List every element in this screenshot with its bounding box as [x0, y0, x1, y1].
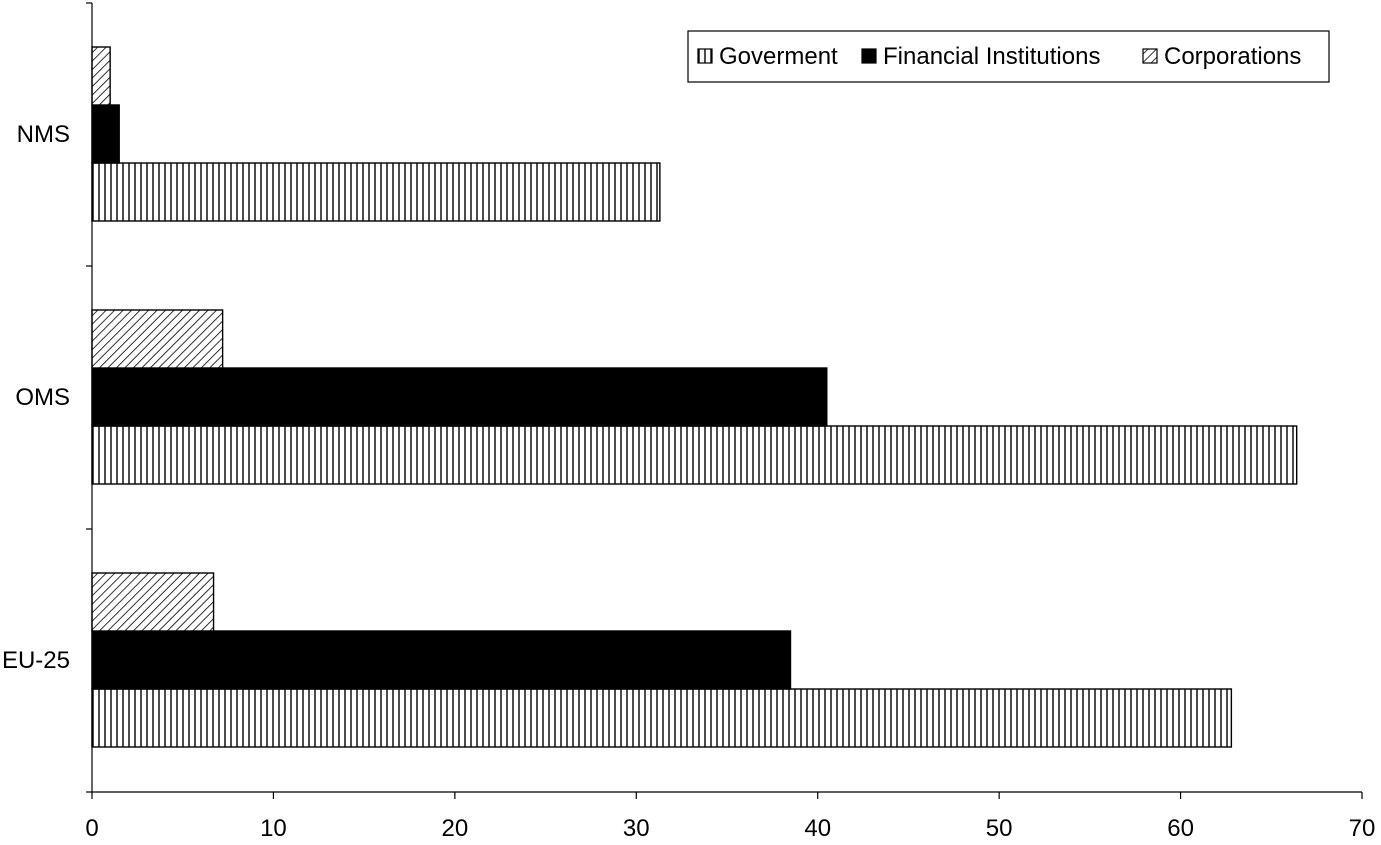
bar-nms-corporations	[91, 46, 111, 106]
bars-group	[91, 46, 1298, 748]
bar-eu-25-financial-institutions	[91, 630, 792, 690]
legend-label-corporations: Corporations	[1164, 43, 1301, 70]
legend-swatch-financial-institutions	[861, 48, 877, 64]
category-label-oms: OMS	[15, 384, 70, 411]
x-tick-label: 50	[986, 815, 1013, 842]
legend: Goverment Financial Institutions Corporati…	[687, 30, 1330, 83]
x-tick-label: 10	[260, 815, 287, 842]
bar-nms-goverment	[91, 162, 661, 222]
legend-swatch-corporations	[1142, 48, 1158, 64]
category-label-nms: NMS	[17, 121, 70, 148]
x-tick-label: 60	[1167, 815, 1194, 842]
bar-oms-goverment	[91, 425, 1298, 485]
legend-label-financial-institutions: Financial Institutions	[883, 43, 1100, 70]
bar-eu-25-goverment	[91, 688, 1233, 748]
x-tick-label: 20	[442, 815, 469, 842]
bar-nms-financial-institutions	[91, 104, 120, 164]
x-tick-label: 70	[1349, 815, 1376, 842]
legend-box	[687, 30, 1330, 83]
bar-oms-financial-institutions	[91, 367, 828, 427]
legend-swatch-goverment	[697, 48, 713, 64]
x-tick-label: 40	[804, 815, 831, 842]
category-label-eu-25: EU-25	[2, 647, 70, 674]
bar-oms-corporations	[91, 309, 224, 369]
axes-group	[91, 3, 1362, 793]
legend-label-goverment: Goverment	[719, 43, 838, 70]
x-tick-label: 30	[623, 815, 650, 842]
bar-eu-25-corporations	[91, 572, 215, 632]
x-ticks-group: 0 10 20 30 40 50 60 70	[85, 792, 1375, 842]
category-labels-group: NMS OMS EU-25	[2, 121, 70, 674]
x-tick-label: 0	[85, 815, 98, 842]
y-ticks-group	[86, 2, 92, 793]
